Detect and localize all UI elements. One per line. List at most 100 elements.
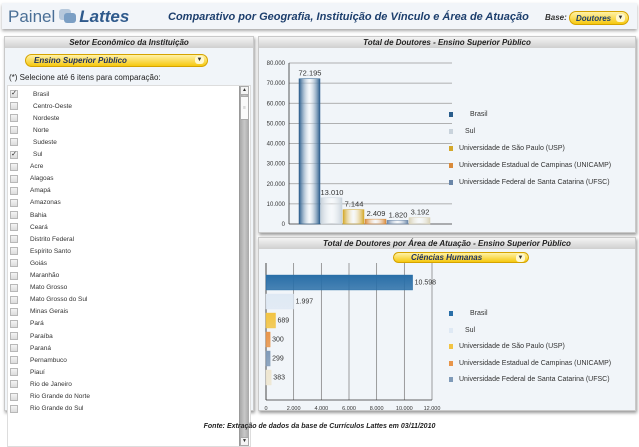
chevron-down-icon[interactable]: ▼ xyxy=(516,254,525,262)
scroll-down-icon[interactable]: ▼ xyxy=(240,437,249,446)
data-label: 1.820 xyxy=(389,210,408,219)
region-checklist: ▲ ≡ ▼ ✓ Brasil Centro-Oeste Nordeste Norte Su… xyxy=(7,85,251,447)
checkbox[interactable] xyxy=(10,138,18,147)
checkbox[interactable] xyxy=(10,247,18,256)
y-tick-label: 30.000 xyxy=(267,162,286,168)
list-item[interactable]: Bahia xyxy=(10,209,47,221)
sector-panel-title: Setor Econômico da Instituição xyxy=(5,37,253,48)
checkbox[interactable] xyxy=(10,259,18,268)
y-tick-label: 70.000 xyxy=(267,81,286,87)
legend-item: Universidade de São Paulo (USP) xyxy=(449,145,565,152)
list-item[interactable]: Amapá xyxy=(10,185,51,197)
checkbox[interactable] xyxy=(10,102,18,111)
checkbox[interactable] xyxy=(10,283,18,292)
legend-label: Universidade de São Paulo (USP) xyxy=(459,145,565,152)
list-item[interactable]: Amazonas xyxy=(10,197,61,209)
area-dropdown-value: Ciências Humanas xyxy=(411,253,483,262)
checkbox[interactable] xyxy=(10,114,18,123)
list-item[interactable]: Ceará xyxy=(10,221,48,233)
scrollbar-thumb[interactable]: ≡ xyxy=(240,96,249,120)
list-item[interactable]: Centro-Oeste xyxy=(10,100,72,112)
legend-item: Universidade Estadual de Campinas (UNICA… xyxy=(449,360,611,367)
list-item[interactable]: Alagoas xyxy=(10,173,54,185)
list-item-label: Paraíba xyxy=(30,332,53,340)
checkbox[interactable] xyxy=(10,223,18,232)
chevron-down-icon[interactable]: ▼ xyxy=(195,56,204,64)
data-label: 689 xyxy=(278,318,290,325)
x-tick-label: 6.000 xyxy=(342,406,356,412)
sector-dropdown[interactable]: Ensino Superior Público ▼ xyxy=(25,54,208,67)
checkbox[interactable] xyxy=(10,380,18,389)
checkbox[interactable] xyxy=(10,198,18,207)
list-item[interactable]: Sudeste xyxy=(10,136,57,148)
checkbox[interactable] xyxy=(10,307,18,316)
list-item[interactable]: Rio Grande do Norte xyxy=(10,391,90,403)
list-item[interactable]: ✓ Sul xyxy=(10,149,42,161)
legend-label: Universidade Estadual de Campinas (UNICA… xyxy=(459,359,612,367)
logo-text-painel: Painel xyxy=(8,7,56,26)
legend-swatch xyxy=(449,360,453,366)
area-dropdown[interactable]: Ciências Humanas ▼ xyxy=(393,252,529,263)
legend-label: Universidade de São Paulo (USP) xyxy=(459,343,565,350)
logo: Painel Lattes xyxy=(8,7,129,27)
list-item-label: Brasil xyxy=(33,90,50,98)
checkbox[interactable] xyxy=(10,162,18,171)
list-item[interactable]: Maranhão xyxy=(10,270,59,282)
list-item-label: Rio Grande do Sul xyxy=(30,405,84,413)
checkbox[interactable] xyxy=(10,356,18,365)
list-item-label: Ceará xyxy=(30,223,48,231)
list-item[interactable]: Espírito Santo xyxy=(10,245,71,257)
list-item-label: Alagoas xyxy=(30,175,54,183)
selection-hint: (*) Selecione até 6 itens para comparaçã… xyxy=(9,73,161,82)
checkbox[interactable] xyxy=(10,174,18,183)
list-item[interactable]: Mato Grosso do Sul xyxy=(10,294,87,306)
checkbox[interactable] xyxy=(10,344,18,353)
checkbox[interactable] xyxy=(10,186,18,195)
checkbox[interactable] xyxy=(10,319,18,328)
checkbox[interactable] xyxy=(10,126,18,135)
scrollbar[interactable]: ▲ ≡ ▼ xyxy=(239,86,249,446)
data-label: 300 xyxy=(272,337,284,344)
checkbox[interactable] xyxy=(10,392,18,401)
bar xyxy=(265,274,413,291)
data-label: 2.409 xyxy=(367,209,386,218)
checkbox[interactable] xyxy=(10,368,18,377)
list-item[interactable]: Rio de Janeiro xyxy=(10,378,72,390)
scroll-up-icon[interactable]: ▲ xyxy=(240,86,249,95)
list-item[interactable]: Rio Grande do Sul xyxy=(10,403,83,415)
list-item[interactable]: Acre xyxy=(10,161,43,173)
chart2-title: Total de Doutores por Área de Atuação - … xyxy=(259,238,635,249)
list-item[interactable]: Norte xyxy=(10,124,49,136)
checkbox[interactable] xyxy=(10,404,18,413)
checkbox[interactable] xyxy=(10,271,18,280)
list-item-label: Sul xyxy=(33,151,43,158)
list-item[interactable]: Pernambuco xyxy=(10,354,67,366)
legend-item: Universidade Federal de Santa Catarina (… xyxy=(449,376,610,383)
base-label: Base: xyxy=(545,13,567,22)
checkbox-checked[interactable]: ✓ xyxy=(10,90,18,98)
list-item[interactable]: ✓ Brasil xyxy=(10,88,49,100)
legend-swatch xyxy=(449,163,453,168)
list-item[interactable]: Distrito Federal xyxy=(10,233,74,245)
list-item[interactable]: Goiás xyxy=(10,257,47,269)
chevron-down-icon[interactable]: ▼ xyxy=(616,14,625,22)
data-label: 13.010 xyxy=(321,188,344,197)
list-item-label: Maranhão xyxy=(30,272,60,279)
list-item[interactable]: Pará xyxy=(10,318,44,330)
list-item[interactable]: Mato Grosso xyxy=(10,282,67,294)
checkbox[interactable] xyxy=(10,235,18,244)
checkbox[interactable] xyxy=(10,211,18,219)
legend-swatch xyxy=(449,327,453,333)
list-item[interactable]: Piauí xyxy=(10,366,45,378)
list-item[interactable]: Minas Gerais xyxy=(10,306,68,318)
legend-swatch xyxy=(449,344,453,349)
list-item[interactable]: Nordeste xyxy=(10,112,59,124)
base-dropdown[interactable]: Doutores ▼ xyxy=(569,11,629,25)
checkbox[interactable] xyxy=(10,295,18,304)
data-label: 383 xyxy=(273,375,285,382)
checkbox-checked[interactable]: ✓ xyxy=(10,150,18,159)
list-item[interactable]: Paraíba xyxy=(10,330,53,342)
x-tick-label: 4.000 xyxy=(314,406,328,412)
checkbox[interactable] xyxy=(10,332,18,340)
list-item[interactable]: Paraná xyxy=(10,342,51,354)
